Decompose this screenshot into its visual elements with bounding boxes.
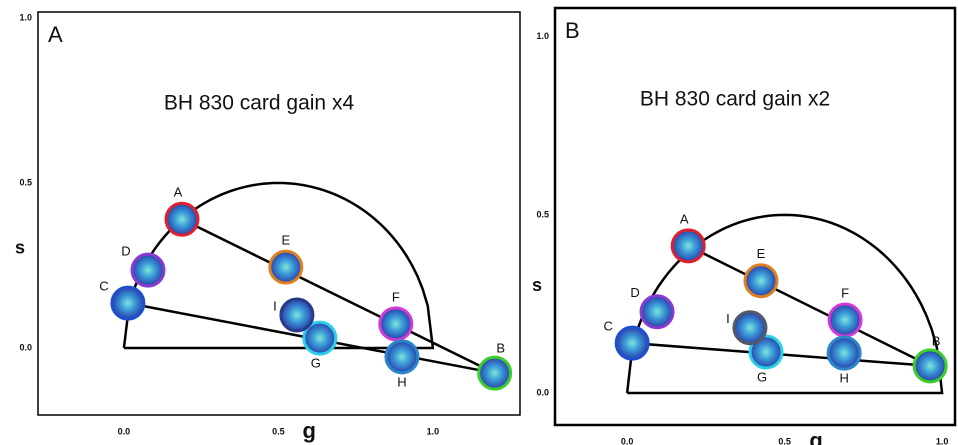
x-tick-label: 0.5 xyxy=(778,436,791,445)
y-axis-label: s xyxy=(532,275,542,295)
connector xyxy=(182,219,495,373)
y-axis-label: s xyxy=(15,238,25,258)
point-label: H xyxy=(397,374,406,389)
x-axis-label: g xyxy=(809,428,822,445)
point-label: D xyxy=(630,285,639,300)
phasor-point xyxy=(386,341,418,373)
point-label: D xyxy=(121,244,130,259)
x-tick-label: 1.0 xyxy=(427,426,440,436)
point-label: F xyxy=(841,285,849,300)
x-tick-label: 0.5 xyxy=(272,426,285,436)
panel-letter: B xyxy=(565,18,580,43)
point-label: I xyxy=(726,311,730,326)
point-label: C xyxy=(99,279,108,294)
phasor-point xyxy=(112,287,144,319)
point-label: I xyxy=(273,298,277,313)
point-label: C xyxy=(603,319,612,334)
y-tick-label: 0.5 xyxy=(19,177,32,187)
panel-letter: A xyxy=(48,22,63,47)
chart-title: BH 830 card gain x4 xyxy=(164,92,355,115)
x-axis-label: g xyxy=(303,418,316,443)
phasor-point xyxy=(479,357,511,389)
phasor-point xyxy=(914,350,946,382)
phasor-point xyxy=(270,251,302,283)
x-tick-label: 0.0 xyxy=(621,436,634,445)
point-label: E xyxy=(281,233,290,248)
x-tick-label: 0.0 xyxy=(118,426,131,436)
phasor-point xyxy=(828,337,860,369)
point-label: H xyxy=(839,371,848,386)
point-label: A xyxy=(680,211,689,226)
y-tick-label: 0.5 xyxy=(536,209,549,219)
figure: A BH 830 card gain x4 0.0 0.5 1.0 0.0 0.5 1.0 g s… xyxy=(0,0,958,445)
phasor-point xyxy=(166,203,198,235)
phasor-point xyxy=(380,308,412,340)
phasor-point xyxy=(132,254,164,286)
phasor-point xyxy=(616,327,648,359)
point-label: G xyxy=(757,369,767,384)
phasor-point xyxy=(734,312,766,344)
y-tick-label: 1.0 xyxy=(536,31,549,41)
point-label: A xyxy=(174,185,183,200)
x-tick-label: 1.0 xyxy=(936,436,949,445)
y-tick-label: 1.0 xyxy=(19,12,32,22)
point-label: G xyxy=(311,356,321,371)
phasor-point xyxy=(281,299,313,331)
plot-frame xyxy=(38,12,520,415)
y-tick-label: 0.0 xyxy=(536,387,549,397)
point-label: E xyxy=(757,246,766,261)
phasor-point xyxy=(829,304,861,336)
point-label: F xyxy=(392,289,400,304)
phasor-point xyxy=(745,265,777,297)
y-tick-label: 0.0 xyxy=(19,342,32,352)
chart-title: BH 830 card gain x2 xyxy=(640,88,830,111)
point-label: B xyxy=(932,333,941,348)
phasor-point xyxy=(641,296,673,328)
phasor-point xyxy=(672,230,704,262)
point-label: B xyxy=(496,341,505,356)
